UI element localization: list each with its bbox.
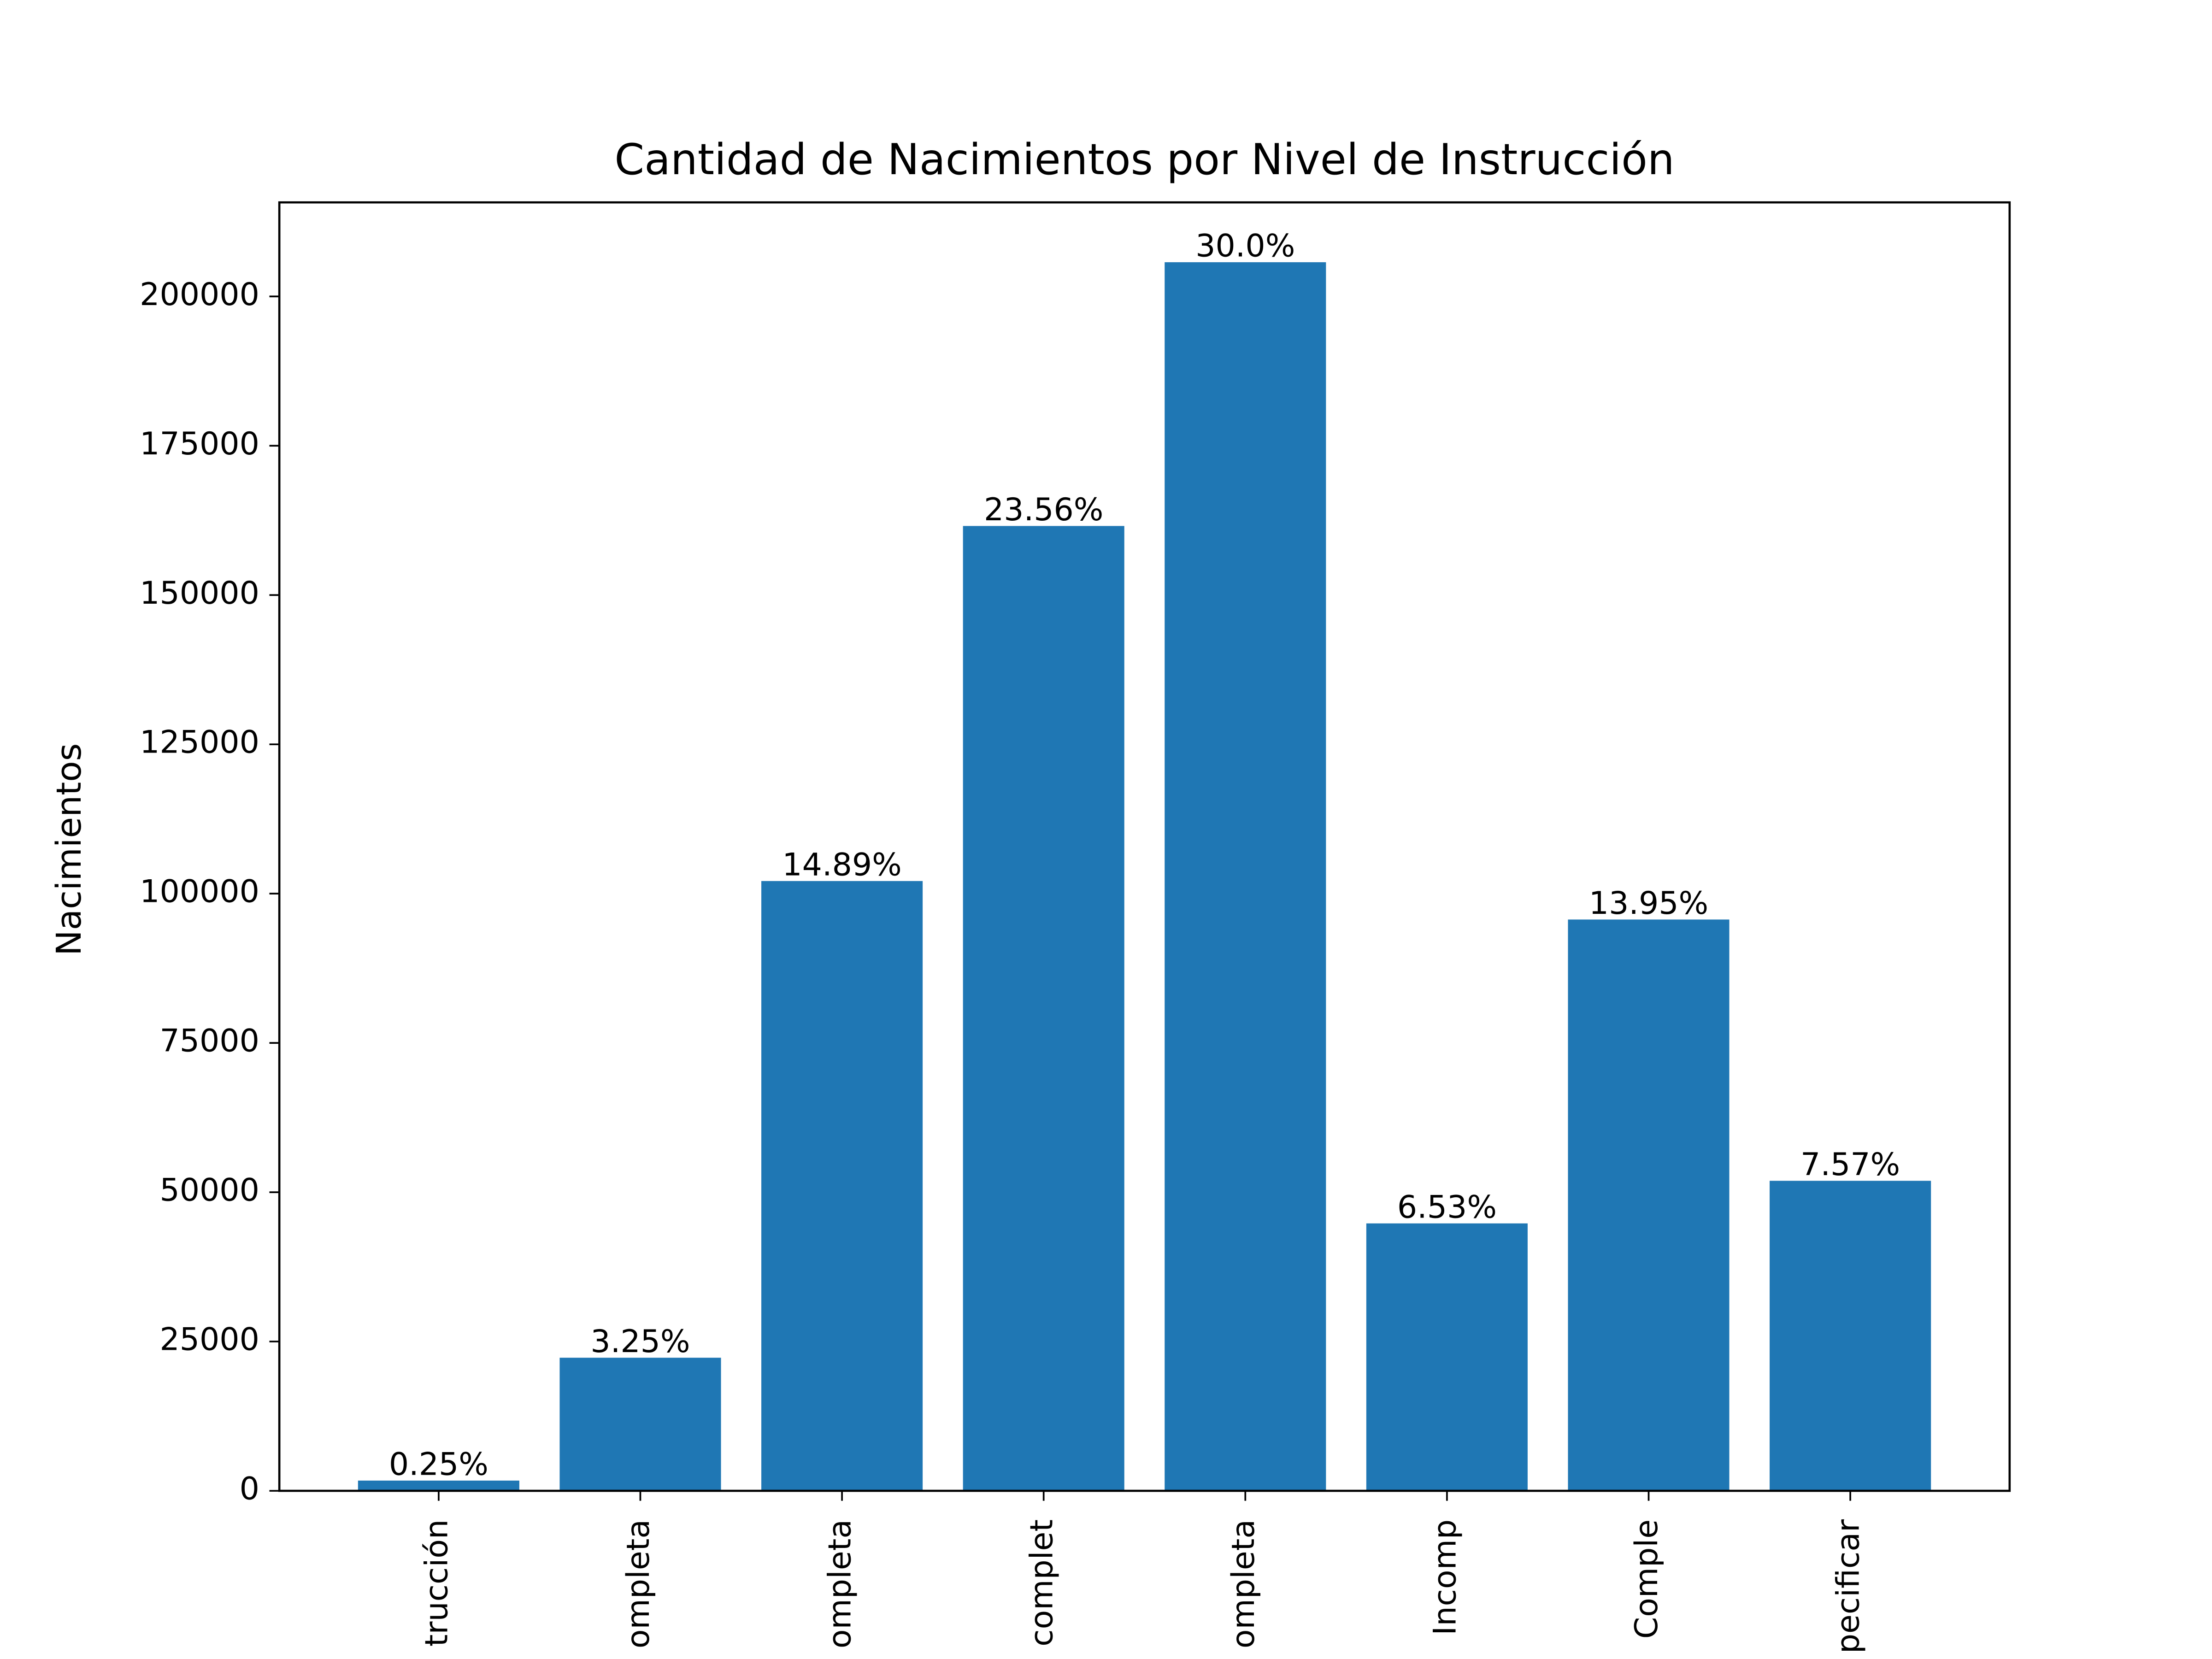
bar-label: 14.89% — [782, 847, 901, 883]
y-tick-label: 50000 — [159, 1172, 259, 1209]
bar — [559, 1358, 721, 1491]
y-tick-label: 0 — [240, 1471, 259, 1507]
x-tick-label: Comple — [1629, 1519, 1665, 1639]
y-tick-label: 200000 — [140, 276, 259, 313]
bar-label: 6.53% — [1397, 1189, 1497, 1225]
x-tick-label: ompleta — [822, 1519, 859, 1648]
bar-label: 23.56% — [984, 492, 1103, 528]
y-tick-label: 125000 — [140, 724, 259, 761]
chart-title: Cantidad de Nacimientos por Nivel de Ins… — [614, 135, 1674, 184]
bar-label: 30.0% — [1195, 228, 1295, 265]
y-tick-label: 25000 — [159, 1322, 259, 1358]
bar — [963, 526, 1124, 1491]
x-tick-label: complet — [1024, 1519, 1060, 1647]
y-tick-label: 75000 — [159, 1023, 259, 1059]
bar — [761, 881, 923, 1491]
x-tick-label: trucción — [418, 1519, 455, 1647]
y-tick-label: 100000 — [140, 874, 259, 910]
bar — [1568, 919, 1730, 1491]
plot-frame — [278, 201, 2011, 1492]
x-tick-label: Incomp — [1427, 1519, 1463, 1635]
y-tick-label: 150000 — [140, 575, 259, 612]
bar — [1366, 1223, 1528, 1491]
bar-label: 3.25% — [590, 1324, 690, 1360]
y-axis-label: Nacimientos — [49, 743, 89, 956]
bar-label: 13.95% — [1589, 885, 1708, 922]
bar-label: 0.25% — [389, 1446, 488, 1483]
x-tick-label: pecificar — [1830, 1519, 1867, 1653]
x-tick-label: ompleta — [1225, 1519, 1262, 1648]
y-tick-label: 175000 — [140, 426, 259, 462]
bar — [1770, 1181, 1931, 1491]
bar-label: 7.57% — [1800, 1147, 1900, 1183]
bar — [1165, 262, 1326, 1491]
x-tick-label: ompleta — [620, 1519, 657, 1648]
bar — [358, 1480, 519, 1491]
